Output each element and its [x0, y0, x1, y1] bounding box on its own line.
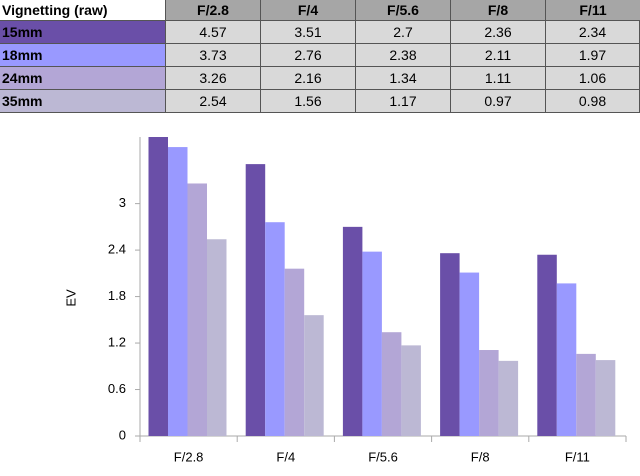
table-cell: 2.7 [356, 21, 451, 44]
bar [401, 345, 421, 436]
table-cell: 2.54 [166, 90, 261, 113]
bar [479, 350, 499, 436]
bar [168, 147, 188, 436]
column-header: F/11 [546, 0, 640, 21]
y-tick-label: 0.6 [108, 381, 126, 396]
table-cell: 2.34 [546, 21, 640, 44]
table-cell: 1.56 [261, 90, 356, 113]
table-cell: 3.73 [166, 44, 261, 67]
row-label: 24mm [0, 67, 166, 90]
y-tick-label: 2.4 [108, 242, 126, 257]
y-axis-label: EV [63, 289, 78, 307]
column-header: F/8 [451, 0, 546, 21]
bars [148, 137, 616, 436]
table-cell: 1.11 [451, 67, 546, 90]
x-tick-label: F/11 [565, 449, 590, 464]
table-cell: 2.76 [261, 44, 356, 67]
bar [440, 253, 460, 436]
table-cell: 3.26 [166, 67, 261, 90]
bar [498, 360, 519, 436]
y-tick-label: 0 [119, 427, 126, 442]
bar [187, 183, 207, 436]
bar [556, 283, 577, 436]
bar [304, 315, 324, 436]
bar [148, 137, 168, 436]
table-cell: 1.97 [546, 44, 640, 67]
bar [576, 353, 596, 436]
column-header: F/2.8 [166, 0, 261, 21]
y-tick-label: 3 [119, 195, 126, 210]
bar [459, 272, 480, 436]
bar [342, 226, 363, 436]
table-cell: 0.97 [451, 90, 546, 113]
x-tick-label: F/8 [471, 449, 490, 464]
bar [284, 268, 305, 436]
y-tick-label: 1.2 [108, 334, 126, 349]
y-tick-label: 1.8 [108, 288, 126, 303]
table-cell: 4.57 [166, 21, 261, 44]
x-tick-label: F/4 [276, 449, 295, 464]
table-cell: 0.98 [546, 90, 640, 113]
table-cell: 2.11 [451, 44, 546, 67]
table-cell: 1.17 [356, 90, 451, 113]
bar [595, 360, 616, 436]
bar [245, 164, 266, 436]
row-label: 35mm [0, 90, 166, 113]
bar [265, 222, 285, 436]
bar [362, 251, 382, 436]
row-label: 15mm [0, 21, 166, 44]
bar [381, 332, 402, 436]
table-cell: 2.38 [356, 44, 451, 67]
bar [207, 239, 227, 436]
table-cell: 2.16 [261, 67, 356, 90]
table-cell: 3.51 [261, 21, 356, 44]
table-cell: 2.36 [451, 21, 546, 44]
column-header: F/5.6 [356, 0, 451, 21]
table-cell: 1.34 [356, 67, 451, 90]
row-label: 18mm [0, 44, 166, 67]
x-tick-label: F/5.6 [368, 449, 398, 464]
column-header: F/4 [261, 0, 356, 21]
table-corner: Vignetting (raw) [0, 0, 166, 21]
x-tick-label: F/2.8 [174, 449, 204, 464]
bar [537, 254, 557, 436]
